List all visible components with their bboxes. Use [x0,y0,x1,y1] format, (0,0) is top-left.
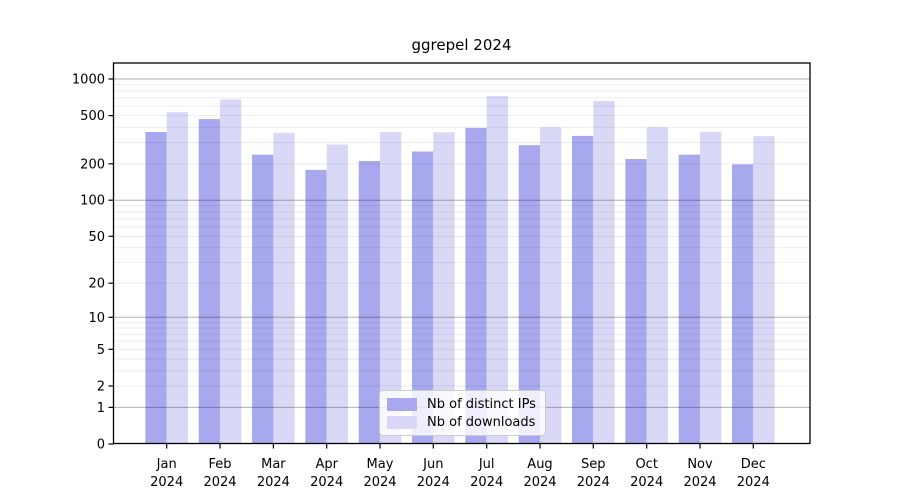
legend-item-downloads: Nb of downloads [387,413,545,431]
bar-nb-of-downloads-jul-2024 [486,96,508,444]
x-tick-label-year-may-2024: 2024 [363,475,396,490]
x-tick-label-year-oct-2024: 2024 [630,475,663,490]
plot-border [112,62,811,445]
bar-nb-of-downloads-may-2024 [380,132,402,444]
bar-nb-of-distinct-ips-dec-2024 [732,164,754,444]
y-tick-label-200: 200 [80,157,105,172]
bar-nb-of-distinct-ips-jun-2024 [412,151,434,444]
x-tick-label-year-sep-2024: 2024 [577,475,610,490]
y-tick-label-1000: 1000 [72,73,105,88]
y-tick-label-1: 1 [97,401,105,416]
y-tick-label-0: 0 [97,438,105,453]
bar-nb-of-distinct-ips-sep-2024 [572,135,594,444]
bar-nb-of-downloads-jun-2024 [433,132,455,444]
x-tick-label-month-feb: Feb [208,457,231,472]
legend-item-distinct-ips: Nb of distinct IPs [387,395,545,413]
x-tick-label-month-mar: Mar [261,457,286,472]
bar-nb-of-downloads-nov-2024 [700,131,722,444]
x-tick-label-month-apr: Apr [315,457,338,472]
x-tick-label-month-jan: Jan [156,457,177,472]
x-tick-label-year-mar-2024: 2024 [257,475,290,490]
x-tick-label-month-dec: Dec [741,457,766,472]
y-tick-label-50: 50 [88,230,105,245]
x-tick-label-month-jul: Jul [478,457,495,472]
y-tick-label-2: 2 [97,380,105,395]
bar-nb-of-distinct-ips-mar-2024 [252,154,274,444]
x-tick-label-month-aug: Aug [527,457,552,472]
bar-nb-of-distinct-ips-feb-2024 [198,119,220,444]
x-tick-label-month-oct: Oct [635,457,657,472]
bar-nb-of-downloads-feb-2024 [220,99,242,444]
x-tick-label-month-jun: Jun [422,457,443,472]
x-tick-label-year-feb-2024: 2024 [203,475,236,490]
bar-nb-of-downloads-oct-2024 [646,127,668,444]
bar-nb-of-distinct-ips-may-2024 [358,161,380,444]
legend-swatch-distinct-ips [387,397,417,411]
bar-nb-of-distinct-ips-apr-2024 [305,169,327,444]
x-tick-label-month-nov: Nov [687,457,713,472]
y-tick-label-500: 500 [80,109,105,124]
bar-nb-of-downloads-jan-2024 [166,112,188,444]
x-tick-label-year-nov-2024: 2024 [683,475,716,490]
bar-nb-of-downloads-apr-2024 [326,144,348,444]
bar-nb-of-distinct-ips-nov-2024 [678,154,700,444]
legend-swatch-downloads [387,415,417,429]
x-tick-label-month-may: May [367,457,394,472]
y-tick-label-100: 100 [80,194,105,209]
bar-nb-of-downloads-dec-2024 [753,136,775,444]
bar-nb-of-distinct-ips-jan-2024 [145,132,167,444]
legend-label-distinct-ips: Nb of distinct IPs [427,396,536,412]
y-tick-label-5: 5 [97,343,105,358]
bar-nb-of-distinct-ips-aug-2024 [518,145,540,444]
y-tick-label-10: 10 [88,311,105,326]
bar-nb-of-downloads-mar-2024 [273,132,295,444]
legend: Nb of distinct IPs Nb of downloads [379,390,546,436]
bar-nb-of-distinct-ips-oct-2024 [625,159,647,444]
x-tick-label-year-jan-2024: 2024 [150,475,183,490]
x-tick-label-year-aug-2024: 2024 [523,475,556,490]
chart-title: ggrepel 2024 [411,36,512,54]
x-tick-label-year-jul-2024: 2024 [470,475,503,490]
x-tick-label-month-sep: Sep [581,457,606,472]
legend-label-downloads: Nb of downloads [427,414,536,430]
y-tick-label-20: 20 [88,277,105,292]
bar-nb-of-downloads-sep-2024 [593,100,615,444]
x-tick-label-year-apr-2024: 2024 [310,475,343,490]
bar-nb-of-distinct-ips-jul-2024 [465,127,487,444]
bar-nb-of-downloads-aug-2024 [540,127,562,444]
x-tick-label-year-jun-2024: 2024 [417,475,450,490]
x-tick-label-year-dec-2024: 2024 [737,475,770,490]
